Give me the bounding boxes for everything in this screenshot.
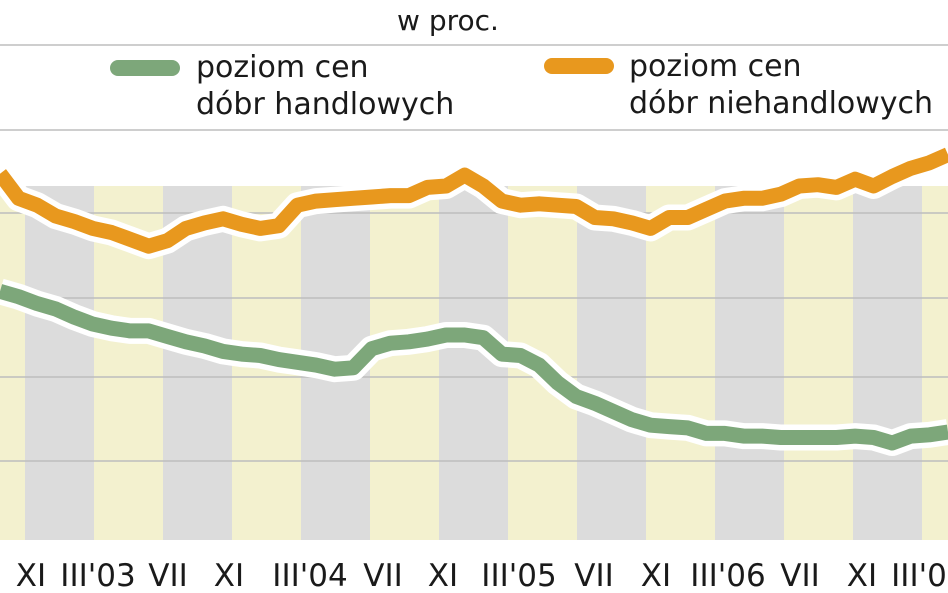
background-band — [577, 186, 646, 540]
x-tick-label: III'06 — [690, 558, 765, 593]
x-tick-label: XI — [214, 558, 244, 593]
x-tick-label: XI — [847, 558, 877, 593]
legend-label-handlowych-line1: poziom cen — [196, 50, 369, 85]
background-band — [0, 186, 25, 540]
x-tick-label: III'0 — [891, 558, 947, 593]
background-band — [715, 186, 784, 540]
legend-label-niehandlowych-line1: poziom cen — [629, 49, 802, 84]
x-tick-label: VII — [148, 558, 188, 593]
x-tick-label: VII — [780, 558, 820, 593]
gridlines — [0, 44, 948, 462]
x-tick-label: XI — [641, 558, 671, 593]
x-tick-label: III'04 — [272, 558, 347, 593]
background-band — [784, 186, 853, 540]
unit-label: w proc. — [397, 4, 499, 37]
background-band — [853, 186, 922, 540]
legend-label-handlowych-line2: dóbr handlowych — [196, 87, 454, 122]
x-tick-label: XI — [428, 558, 458, 593]
series-line-1 — [0, 147, 948, 254]
legend-label-niehandlowych-line2: dóbr niehandlowych — [629, 86, 933, 121]
background-band — [370, 186, 439, 540]
series-layer — [0, 142, 948, 456]
x-axis: XI III'03 VII XI III'04 VII XI III'05 VI… — [16, 558, 947, 593]
series-line-0 — [0, 284, 948, 451]
x-tick-label: XI — [16, 558, 46, 593]
x-tick-label: III'05 — [481, 558, 556, 593]
legend: poziom cen dóbr handlowych poziom cen dó… — [110, 49, 933, 122]
x-tick-label: III'03 — [60, 558, 135, 593]
background-band — [646, 186, 715, 540]
background-band — [25, 186, 94, 540]
x-tick-label: VII — [363, 558, 403, 593]
background-band — [922, 186, 948, 540]
x-tick-label: VII — [574, 558, 614, 593]
